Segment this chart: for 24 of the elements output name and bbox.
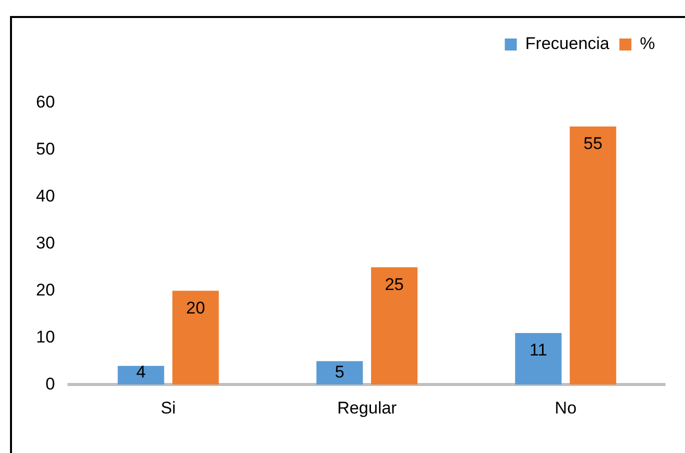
- bar: [316, 361, 363, 385]
- y-tick-label: 60: [36, 92, 55, 112]
- legend-label: %: [640, 34, 656, 54]
- y-tick-label: 50: [36, 140, 55, 159]
- data-label: 25: [384, 274, 404, 294]
- y-tick-label: 10: [36, 327, 55, 346]
- bar: [515, 332, 562, 385]
- y-tick-label: 40: [36, 186, 55, 206]
- data-label: 5: [334, 362, 344, 382]
- data-label: 20: [186, 298, 206, 318]
- x-tick-label: No: [554, 398, 577, 418]
- data-label: 55: [584, 134, 602, 154]
- x-tick-label: Si: [160, 398, 176, 418]
- legend-label: Frecuencia: [525, 34, 610, 54]
- x-tick-label: Regular: [337, 398, 398, 418]
- data-label: 11: [530, 340, 548, 360]
- bar: [118, 366, 164, 385]
- data-label: 4: [136, 362, 146, 382]
- bar: [570, 126, 616, 385]
- y-tick-label: 30: [36, 233, 55, 252]
- bar: [172, 290, 219, 385]
- bar: [371, 267, 418, 385]
- y-tick-label: 0: [45, 374, 55, 394]
- y-tick-label: 20: [36, 280, 55, 300]
